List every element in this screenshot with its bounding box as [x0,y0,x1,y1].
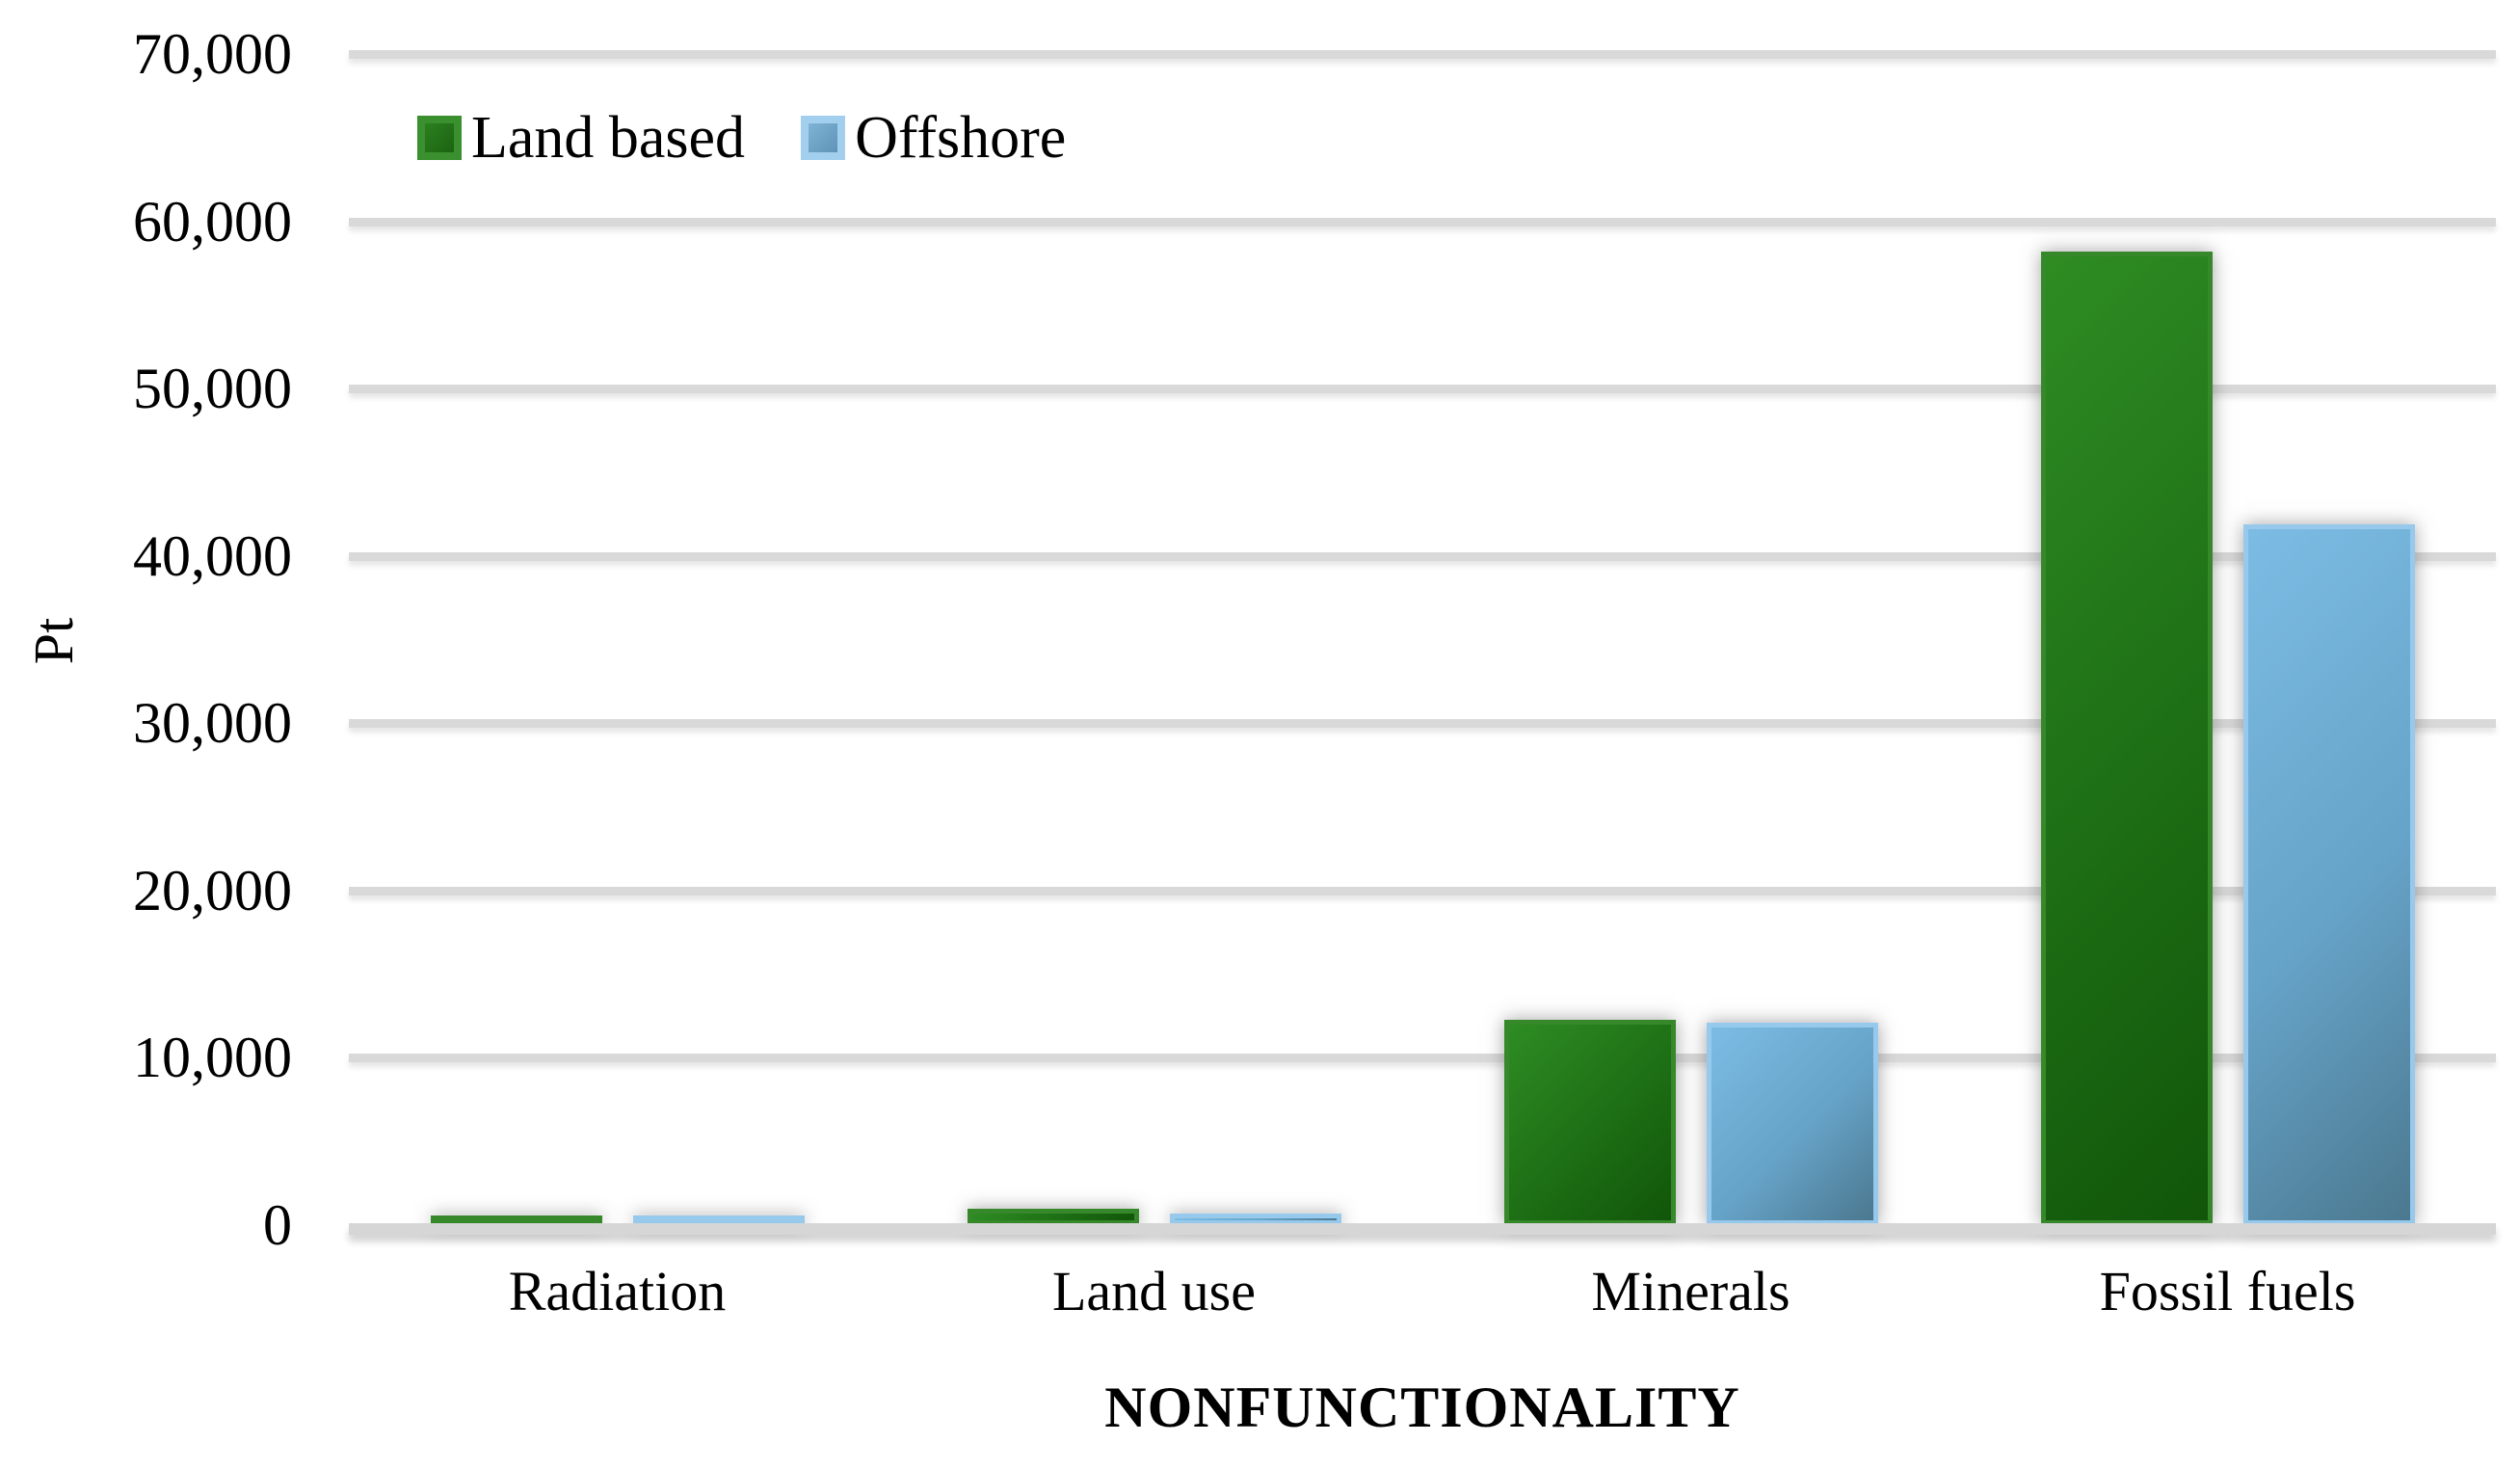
y-tick-label-20000: 20,000 [133,858,292,922]
y-tick-label-70000: 70,000 [133,22,292,86]
y-tick-label-0: 0 [263,1193,292,1257]
gridline-70000 [349,50,2496,59]
bar-offshore-minerals [1706,1022,1878,1225]
y-tick-label-40000: 40,000 [133,523,292,588]
category-label-fossil-fuels: Fossil fuels [2099,1260,2356,1322]
x-axis-title: NONFUNCTIONALITY [1104,1376,1740,1439]
y-tick-label-30000: 30,000 [133,691,292,756]
legend-item-offshore: Offshore [801,108,1066,168]
category-label-land-use: Land use [1052,1260,1256,1322]
gridline-60000 [349,217,2496,227]
bar-land-based-fossil-fuels [2040,251,2213,1225]
gridline-40000 [349,551,2496,561]
bar-offshore-land-use [1169,1213,1341,1225]
legend-swatch-offshore-icon [801,116,846,160]
bar-offshore-fossil-fuels [2242,523,2415,1225]
legend-swatch-land-based-icon [417,116,462,160]
gridline-50000 [349,385,2496,394]
bar-offshore-radiation [632,1215,805,1225]
legend-label-land-based: Land based [471,105,746,171]
bar-land-based-radiation [430,1215,602,1225]
category-label-minerals: Minerals [1591,1260,1791,1322]
y-axis-title: Pt [22,617,85,665]
y-tick-label-60000: 60,000 [133,189,292,254]
gridline-30000 [349,719,2496,729]
legend-label-offshore: Offshore [855,105,1067,171]
gridline-10000 [349,1054,2496,1063]
y-tick-label-50000: 50,000 [133,357,292,421]
x-axis-line [349,1223,2496,1235]
legend: Land based Offshore [417,108,1066,168]
gridline-20000 [349,886,2496,895]
bar-land-based-minerals [1503,1019,1676,1225]
legend-item-land-based: Land based [417,108,745,168]
category-label-radiation: Radiation [508,1260,727,1322]
y-tick-label-10000: 10,000 [133,1026,292,1090]
plot-area [349,50,2496,1235]
bar-land-based-land-use [967,1208,1139,1225]
